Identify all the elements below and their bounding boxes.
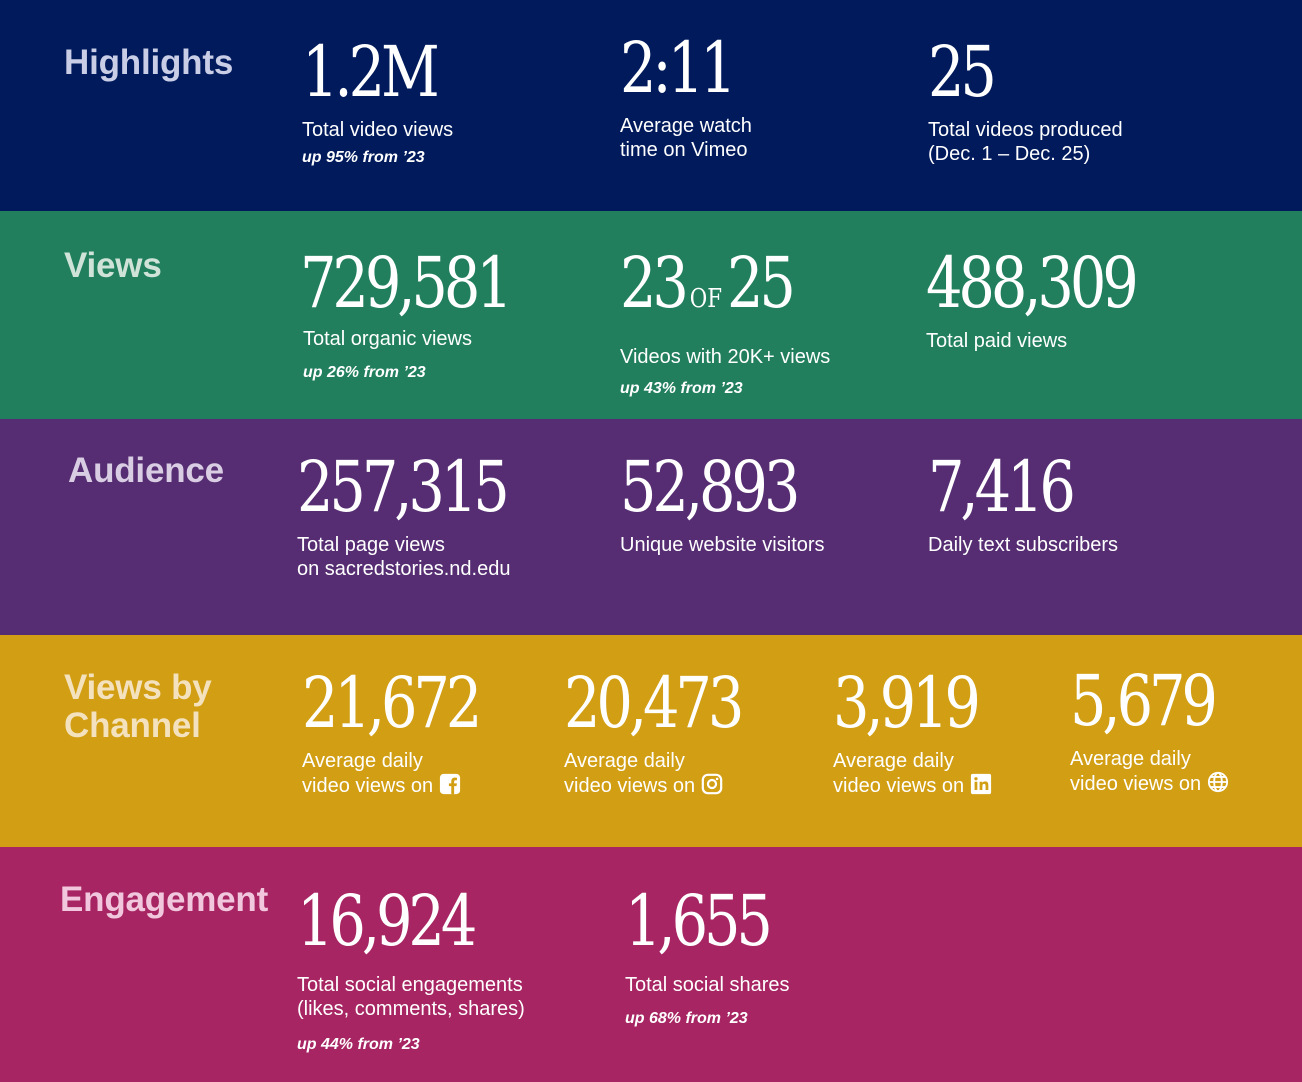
stat-value: 52,893: [620, 446, 800, 528]
stat-value: 257,315: [297, 446, 510, 528]
stat-value: 21,672: [302, 662, 482, 744]
stat-instagram-daily-views: 20,473 Average daily video views on: [564, 665, 779, 798]
facebook-icon: [439, 773, 461, 795]
stat-total-videos-produced: 25 Total videos produced (Dec. 1 – Dec. …: [928, 34, 1123, 166]
stat-label: Total organic views: [303, 328, 472, 350]
stat-label: Average watch time on Vimeo: [620, 115, 752, 161]
stat-label-line2: video views on: [1070, 771, 1245, 796]
stat-videos-20k-plus: 23 OF25 Videos with 20K+ views up 43% fro…: [620, 245, 830, 399]
stat-average-watch-time: 2:11 Average watch time on Vimeo: [620, 30, 757, 162]
stat-label-line2: video views on: [564, 773, 779, 798]
stat-change: up 43% from ’23: [620, 380, 743, 397]
views-by-channel-title: Views by Channel: [64, 668, 212, 745]
stat-label: Total page views on sacredstories.nd.edu: [297, 534, 511, 580]
engagement-section: Engagement 16,924 Total social engagemen…: [0, 847, 1302, 1082]
stat-value: 488,309: [926, 242, 1139, 324]
linkedin-icon: [970, 773, 992, 795]
stat-value: 7,416: [928, 446, 1076, 528]
stat-label: Average daily video views on: [833, 749, 1008, 798]
instagram-icon: [701, 773, 723, 795]
stat-label: Unique website visitors: [620, 534, 825, 556]
stat-value: 1.2M: [302, 31, 440, 113]
audience-section: Audience 257,315 Total page views on sac…: [0, 419, 1302, 635]
stat-value: 2:11: [620, 27, 737, 109]
stat-value: 20,473: [564, 662, 744, 744]
stat-label: Average daily video views on: [564, 749, 779, 798]
views-by-channel-section: Views by Channel 21,672 Average daily vi…: [0, 635, 1302, 847]
stat-value-total: 25: [726, 242, 796, 324]
stat-label-line1: Average daily: [1070, 748, 1191, 770]
stat-total-social-shares: 1,655 Total social shares up 68% from ’2…: [625, 883, 800, 1029]
stat-label: Total paid views: [926, 330, 1068, 352]
stat-label-line1: Average daily: [564, 750, 685, 772]
stat-total-social-engagements: 16,924 Total social engagements (likes, …: [297, 883, 525, 1055]
stat-total-page-views: 257,315 Total page views on sacredstorie…: [297, 449, 551, 581]
stat-value: 23 OF25: [620, 242, 796, 337]
stat-linkedin-daily-views: 3,919 Average daily video views on: [833, 665, 1008, 798]
stat-value: 5,679: [1070, 660, 1218, 742]
stat-change: up 68% from ’23: [625, 1010, 748, 1027]
views-section: Views 729,581 Total organic views up 26%…: [0, 211, 1302, 419]
stat-change: up 26% from ’23: [303, 364, 426, 381]
stat-label: Videos with 20K+ views: [620, 346, 831, 368]
stat-unique-website-visitors: 52,893 Unique website visitors: [620, 449, 835, 557]
stat-total-paid-views: 488,309 Total paid views: [926, 245, 1180, 353]
globe-icon: [1207, 771, 1229, 793]
stat-value: 3,919: [833, 662, 981, 744]
stat-label-line2: video views on: [833, 773, 1008, 798]
audience-title: Audience: [68, 451, 224, 490]
stat-label: Average daily video views on: [1070, 747, 1245, 796]
stat-label-line1: Average daily: [833, 750, 954, 772]
stat-change: up 95% from ’23: [302, 149, 425, 166]
stat-value-count: 23: [620, 242, 689, 324]
stat-label: Total social engagements (likes, comment…: [297, 974, 525, 1020]
engagement-title: Engagement: [60, 880, 269, 919]
stat-label: Total video views: [302, 119, 454, 141]
stat-label: Daily text subscribers: [928, 534, 1119, 556]
stat-total-organic-views: 729,581 Total organic views up 26% from …: [300, 245, 554, 383]
stat-daily-text-subscribers: 7,416 Daily text subscribers: [928, 449, 1118, 557]
stat-label-line1: Average daily: [302, 750, 423, 772]
stat-value: 25: [928, 31, 997, 113]
stat-total-video-views: 1.2M Total video views up 95% from ’23: [302, 34, 465, 168]
stat-label-line2: video views on: [302, 773, 517, 798]
highlights-section: Highlights 1.2M Total video views up 95%…: [0, 0, 1302, 211]
views-title: Views: [64, 246, 162, 285]
stat-value-of: OF: [689, 284, 723, 314]
stat-change: up 44% from ’23: [297, 1036, 420, 1053]
stat-label: Total social shares: [625, 974, 790, 996]
stat-website-daily-views: 5,679 Average daily video views on: [1070, 663, 1245, 796]
stat-label: Average daily video views on: [302, 749, 517, 798]
stat-value: 1,655: [625, 880, 773, 962]
stat-value: 729,581: [300, 242, 513, 324]
stat-label: Total videos produced (Dec. 1 – Dec. 25): [928, 119, 1123, 165]
stat-value: 16,924: [297, 880, 477, 962]
stat-facebook-daily-views: 21,672 Average daily video views on: [302, 665, 517, 798]
highlights-title: Highlights: [64, 43, 234, 82]
